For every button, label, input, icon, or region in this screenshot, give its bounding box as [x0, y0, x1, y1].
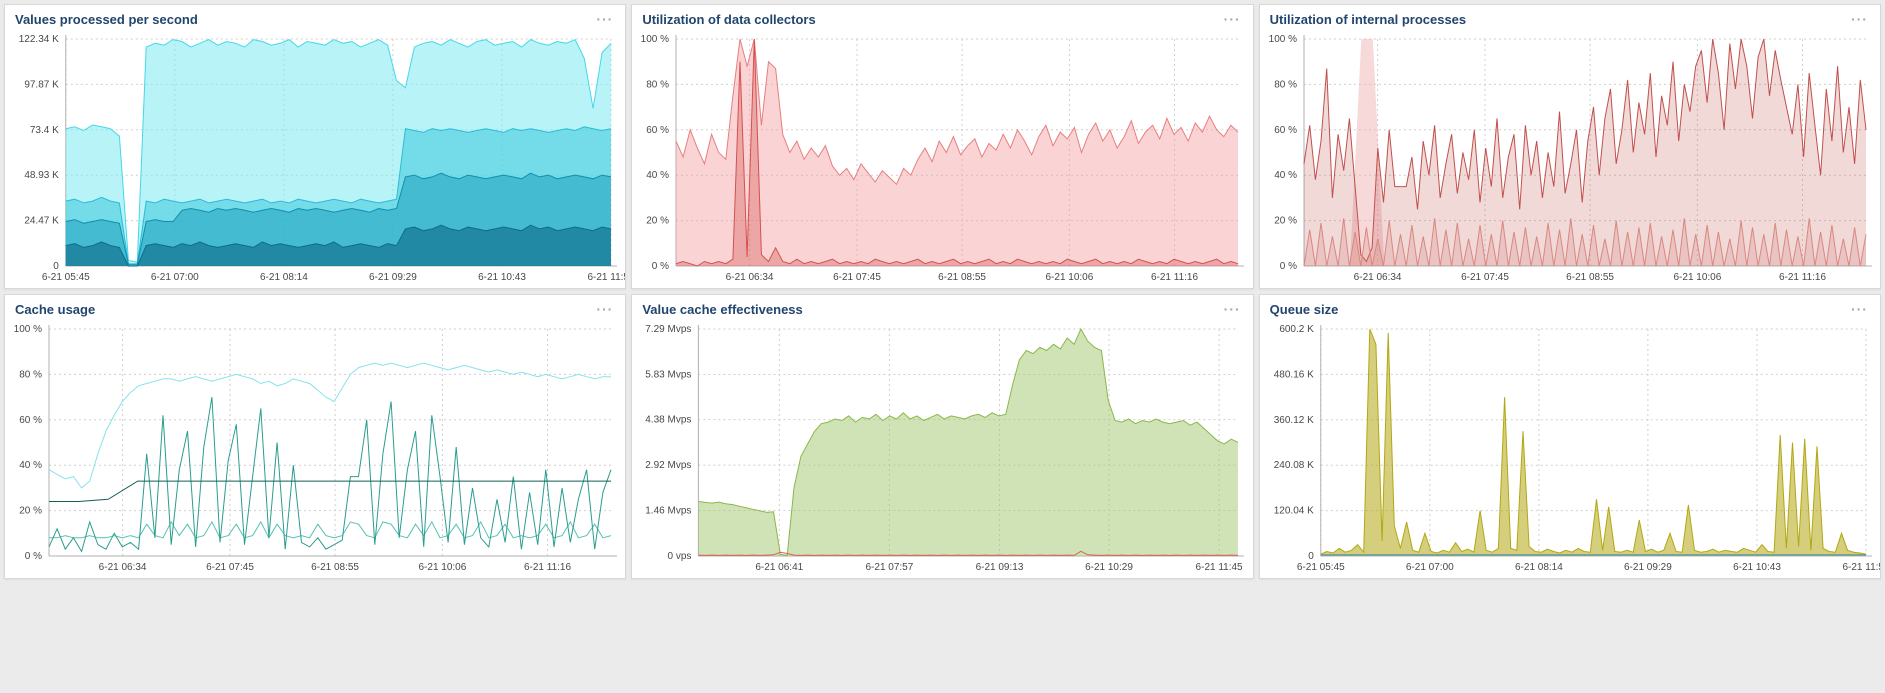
chart-queue-size[interactable]: 0 120.04 K 240.08 K 360.12 K 480.16 K 600.2 K…	[1260, 319, 1880, 578]
svg-text:4.38 Mvps: 4.38 Mvps	[646, 415, 692, 426]
svg-text:6-21 11:58: 6-21 11:58	[1842, 562, 1880, 573]
widget-title: Values processed per second	[15, 12, 198, 27]
svg-text:6-21 07:57: 6-21 07:57	[866, 562, 914, 573]
widget-value-cache-effectiveness: Value cache effectiveness ··· 0 vps 1.46 …	[631, 294, 1254, 579]
svg-text:80 %: 80 %	[1274, 79, 1297, 90]
widget-header: Value cache effectiveness ···	[632, 295, 1252, 319]
svg-text:6-21 08:14: 6-21 08:14	[260, 272, 308, 283]
svg-text:6-21 07:45: 6-21 07:45	[206, 562, 254, 573]
svg-text:122.34 K: 122.34 K	[19, 34, 59, 45]
widget-header: Cache usage ···	[5, 295, 625, 319]
svg-text:0 vps: 0 vps	[668, 551, 692, 562]
svg-text:6-21 06:34: 6-21 06:34	[99, 562, 147, 573]
svg-text:60 %: 60 %	[647, 125, 670, 136]
svg-text:6-21 10:29: 6-21 10:29	[1085, 562, 1133, 573]
svg-text:40 %: 40 %	[19, 460, 42, 471]
svg-text:6-21 10:43: 6-21 10:43	[1733, 562, 1781, 573]
chart-value-cache-effectiveness[interactable]: 0 vps 1.46 Mvps 2.92 Mvps 4.38 Mvps 5.83 Mvp…	[632, 319, 1252, 578]
svg-text:6-21 10:06: 6-21 10:06	[1046, 272, 1094, 283]
widget-title: Utilization of internal processes	[1269, 12, 1467, 27]
svg-text:1.46 Mvps: 1.46 Mvps	[646, 506, 692, 517]
widget-title: Cache usage	[15, 302, 96, 317]
widget-queue-size: Queue size ··· 0 120.04 K 240.08 K 360.12 K…	[1258, 294, 1881, 579]
widget-values-processed-per-second: Values processed per second ··· 0 24.47 K…	[4, 4, 627, 289]
widget-menu-button[interactable]: ···	[1220, 302, 1245, 316]
svg-text:80 %: 80 %	[647, 79, 670, 90]
widget-title: Queue size	[1269, 302, 1339, 317]
widget-header: Values processed per second ···	[5, 5, 625, 29]
widget-menu-button[interactable]: ···	[592, 302, 617, 316]
svg-text:20 %: 20 %	[1274, 216, 1297, 227]
svg-text:0 %: 0 %	[25, 551, 42, 562]
svg-text:6-21 07:00: 6-21 07:00	[151, 272, 199, 283]
svg-text:6-21 09:29: 6-21 09:29	[1624, 562, 1672, 573]
svg-text:0 %: 0 %	[652, 261, 669, 272]
widget-title: Utilization of data collectors	[642, 12, 816, 27]
svg-text:80 %: 80 %	[19, 369, 42, 380]
svg-text:6-21 08:14: 6-21 08:14	[1515, 562, 1563, 573]
svg-text:7.29 Mvps: 7.29 Mvps	[646, 324, 692, 335]
svg-text:40 %: 40 %	[1274, 170, 1297, 181]
chart-utilization-of-data-collectors[interactable]: 0 % 20 % 40 % 60 % 80 % 100 % 6-21 06:34 6-21 0…	[632, 29, 1252, 288]
chart-cache-usage[interactable]: 0 % 20 % 40 % 60 % 80 % 100 % 6-21 06:34 6-21 0…	[5, 319, 625, 578]
widget-utilization-of-data-collectors: Utilization of data collectors ··· 0 % 20…	[631, 4, 1254, 289]
widget-menu-button[interactable]: ···	[1220, 12, 1245, 26]
svg-text:6-21 11:58: 6-21 11:58	[587, 272, 625, 283]
svg-text:600.2 K: 600.2 K	[1279, 324, 1314, 335]
svg-text:240.08 K: 240.08 K	[1273, 460, 1313, 471]
svg-text:24.47 K: 24.47 K	[24, 216, 59, 227]
svg-text:0: 0	[1308, 551, 1314, 562]
svg-text:480.16 K: 480.16 K	[1273, 369, 1313, 380]
svg-text:100 %: 100 %	[1268, 34, 1296, 45]
svg-text:100 %: 100 %	[14, 324, 42, 335]
svg-text:6-21 06:41: 6-21 06:41	[756, 562, 804, 573]
svg-text:120.04 K: 120.04 K	[1273, 506, 1313, 517]
svg-text:20 %: 20 %	[647, 216, 670, 227]
widget-header: Utilization of data collectors ···	[632, 5, 1252, 29]
chart-values-processed-per-second[interactable]: 0 24.47 K 48.93 K 73.4 K 97.87 K 122.34 K 6-21…	[5, 29, 626, 288]
svg-text:0: 0	[53, 261, 59, 272]
svg-text:5.83 Mvps: 5.83 Mvps	[646, 370, 692, 381]
widget-utilization-of-internal-processes: Utilization of internal processes ··· 0 …	[1258, 4, 1881, 289]
widget-header: Utilization of internal processes ···	[1260, 5, 1880, 29]
svg-text:6-21 07:00: 6-21 07:00	[1406, 562, 1454, 573]
svg-text:73.4 K: 73.4 K	[30, 125, 59, 136]
svg-text:60 %: 60 %	[1274, 125, 1297, 136]
svg-text:6-21 10:06: 6-21 10:06	[1673, 272, 1721, 283]
svg-text:48.93 K: 48.93 K	[24, 170, 59, 181]
svg-text:97.87 K: 97.87 K	[24, 79, 59, 90]
svg-text:6-21 11:45: 6-21 11:45	[1196, 562, 1244, 573]
svg-text:360.12 K: 360.12 K	[1273, 415, 1313, 426]
svg-text:6-21 07:45: 6-21 07:45	[833, 272, 881, 283]
widget-title: Value cache effectiveness	[642, 302, 803, 317]
widget-menu-button[interactable]: ···	[592, 12, 617, 26]
svg-text:0 %: 0 %	[1279, 261, 1296, 272]
svg-text:6-21 05:45: 6-21 05:45	[1297, 562, 1345, 573]
svg-text:6-21 07:45: 6-21 07:45	[1461, 272, 1509, 283]
svg-text:6-21 10:43: 6-21 10:43	[478, 272, 526, 283]
chart-utilization-of-internal-processes[interactable]: 0 % 20 % 40 % 60 % 80 % 100 % 6-21 06:34 6-21 0…	[1260, 29, 1880, 288]
svg-text:6-21 09:13: 6-21 09:13	[976, 562, 1024, 573]
svg-text:2.92 Mvps: 2.92 Mvps	[646, 460, 692, 471]
widget-menu-button[interactable]: ···	[1847, 12, 1872, 26]
dashboard-grid: Values processed per second ··· 0 24.47 K…	[4, 4, 1881, 579]
svg-text:6-21 08:55: 6-21 08:55	[1566, 272, 1614, 283]
svg-text:40 %: 40 %	[647, 170, 670, 181]
widget-cache-usage: Cache usage ··· 0 % 20 % 40 % 60 % 80 % 100 %…	[4, 294, 627, 579]
svg-text:60 %: 60 %	[19, 415, 42, 426]
svg-text:6-21 06:34: 6-21 06:34	[1353, 272, 1401, 283]
svg-text:6-21 09:29: 6-21 09:29	[369, 272, 417, 283]
svg-text:6-21 08:55: 6-21 08:55	[939, 272, 987, 283]
svg-text:20 %: 20 %	[19, 506, 42, 517]
svg-text:6-21 10:06: 6-21 10:06	[418, 562, 466, 573]
svg-text:6-21 11:16: 6-21 11:16	[524, 562, 572, 573]
widget-header: Queue size ···	[1260, 295, 1880, 319]
svg-text:6-21 11:16: 6-21 11:16	[1151, 272, 1199, 283]
svg-text:100 %: 100 %	[641, 34, 669, 45]
svg-text:6-21 05:45: 6-21 05:45	[42, 272, 90, 283]
svg-text:6-21 11:16: 6-21 11:16	[1779, 272, 1827, 283]
widget-menu-button[interactable]: ···	[1847, 302, 1872, 316]
svg-text:6-21 08:55: 6-21 08:55	[311, 562, 359, 573]
svg-text:6-21 06:34: 6-21 06:34	[726, 272, 774, 283]
